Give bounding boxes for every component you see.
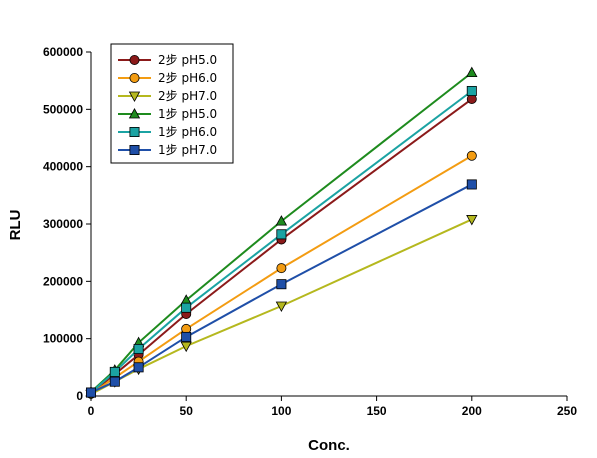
legend-label: 1步 pH6.0 — [158, 125, 217, 139]
data-point — [86, 387, 97, 398]
x-tick-label: 100 — [271, 404, 291, 418]
x-tick-label: 50 — [180, 404, 194, 418]
data-point — [109, 366, 120, 377]
series-line — [90, 154, 473, 395]
data-point — [275, 301, 288, 313]
series-2 — [86, 150, 477, 399]
legend-item: 2步 pH7.0 — [118, 89, 217, 103]
data-point — [466, 85, 477, 96]
data-point — [466, 179, 477, 190]
y-tick-label: 400000 — [43, 160, 83, 174]
data-point — [181, 302, 192, 313]
data-point — [133, 343, 144, 354]
data-point — [466, 215, 478, 226]
data-point — [109, 376, 120, 387]
data-point — [180, 341, 192, 353]
data-point — [275, 215, 288, 226]
legend-marker — [128, 91, 141, 103]
data-point — [276, 229, 287, 240]
legend-label: 1步 pH7.0 — [158, 143, 217, 157]
y-axis-title: RLU — [7, 210, 24, 241]
axes: 0 50 100 150 200 250 0 100000 200000 300000 400000… — [43, 45, 577, 418]
legend-item: 1步 pH6.0 — [118, 125, 217, 139]
y-tick-label: 500000 — [43, 102, 83, 116]
y-tick-label: 600000 — [43, 45, 83, 59]
legend-label: 1步 pH5.0 — [158, 107, 217, 121]
x-tick-label: 150 — [367, 404, 387, 418]
series-6 — [86, 179, 477, 398]
legend-item: 1步 pH5.0 — [118, 107, 217, 121]
legend-marker — [129, 144, 140, 155]
legend-marker — [128, 107, 141, 119]
legend-item: 2步 pH5.0 — [118, 53, 217, 67]
series-layer — [85, 66, 478, 401]
data-point — [276, 263, 287, 274]
x-tick-label: 200 — [462, 404, 482, 418]
legend-marker — [129, 73, 140, 84]
y-tick-label: 100000 — [43, 332, 83, 346]
legend-item: 1步 pH7.0 — [118, 143, 217, 157]
y-tick-label: 0 — [76, 389, 83, 403]
data-point — [466, 150, 477, 161]
x-tick-label: 0 — [88, 404, 95, 418]
legend-marker — [129, 55, 140, 66]
y-tick-label: 200000 — [43, 274, 83, 288]
data-point — [133, 362, 144, 373]
legend: 2步 pH5.0 2步 pH6.0 2步 pH7.0 1步 pH5.0 1步 pH6.0… — [110, 43, 234, 164]
data-point — [466, 66, 478, 78]
y-tick-label: 300000 — [43, 217, 83, 231]
x-axis-title: Conc. — [308, 437, 350, 454]
legend-label: 2步 pH6.0 — [158, 71, 217, 85]
legend-marker — [129, 127, 140, 138]
legend-item: 2步 pH6.0 — [118, 71, 217, 85]
legend-label: 2步 pH5.0 — [158, 53, 217, 67]
x-tick-label: 250 — [557, 404, 577, 418]
legend-label: 2步 pH7.0 — [158, 89, 217, 103]
data-point — [181, 331, 192, 342]
data-point — [276, 279, 287, 290]
